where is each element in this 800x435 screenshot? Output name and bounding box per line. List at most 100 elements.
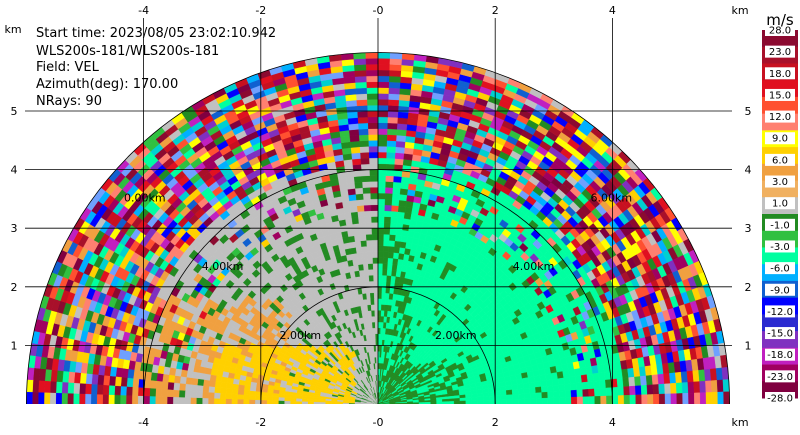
velocity-cell <box>384 216 392 223</box>
velocity-cell <box>272 396 279 401</box>
velocity-cell <box>191 377 199 386</box>
velocity-cell <box>430 401 437 405</box>
velocity-cell <box>347 117 359 125</box>
velocity-cell <box>594 388 601 397</box>
velocity-cell <box>551 378 559 386</box>
velocity-cell <box>377 292 383 299</box>
velocity-cell <box>516 378 524 385</box>
velocity-cell <box>137 395 144 405</box>
velocity-cell <box>351 217 360 225</box>
velocity-cell <box>482 392 490 397</box>
velocity-cell <box>91 373 99 385</box>
velocity-cell <box>49 392 57 405</box>
velocity-cell <box>396 223 404 231</box>
velocity-cell <box>213 398 221 405</box>
velocity-cell <box>390 216 398 224</box>
velocity-cell <box>368 151 379 159</box>
velocity-cell <box>588 396 596 405</box>
velocity-cell <box>658 383 666 395</box>
velocity-cell <box>370 298 375 305</box>
velocity-cell <box>675 371 683 384</box>
velocity-cell <box>143 387 151 397</box>
velocity-cell <box>348 193 357 202</box>
velocity-cell <box>348 129 360 137</box>
velocity-cell <box>635 385 642 396</box>
velocity-cell <box>447 398 455 402</box>
velocity-cell <box>207 397 215 405</box>
velocity-cell <box>385 187 394 194</box>
velocity-cell <box>384 204 393 212</box>
velocity-cell <box>477 400 484 405</box>
velocity-cell <box>179 376 187 385</box>
velocity-cell <box>670 382 677 394</box>
velocity-cell <box>587 381 595 390</box>
velocity-cell <box>385 175 395 183</box>
velocity-cell <box>377 122 389 129</box>
velocity-cell <box>353 175 363 183</box>
velocity-cell <box>586 373 594 383</box>
velocity-cell <box>539 374 547 382</box>
velocity-cell <box>581 381 589 390</box>
velocity-cell <box>358 134 370 142</box>
velocity-cell <box>687 381 695 394</box>
velocity-cell <box>392 193 401 201</box>
velocity-cell <box>394 234 402 242</box>
velocity-cell <box>363 198 372 206</box>
velocity-cell <box>73 382 81 394</box>
velocity-cell <box>388 245 395 253</box>
velocity-cell <box>383 233 391 241</box>
velocity-cell <box>371 233 379 241</box>
velocity-cell <box>541 391 549 399</box>
velocity-cell <box>377 157 387 165</box>
velocity-cell <box>657 373 665 385</box>
velocity-cell <box>370 204 379 211</box>
velocity-cell <box>523 387 531 394</box>
velocity-cell <box>202 379 210 387</box>
velocity-cell <box>377 151 388 159</box>
velocity-cell <box>395 228 403 236</box>
velocity-cell <box>359 146 370 153</box>
velocity-cell <box>363 263 369 271</box>
velocity-cell <box>592 372 600 382</box>
velocity-cell <box>366 87 379 94</box>
velocity-cell <box>381 298 386 305</box>
velocity-cell <box>362 187 371 194</box>
velocity-cell <box>377 134 388 141</box>
velocity-cell <box>372 263 379 270</box>
velocity-cell <box>243 394 250 400</box>
velocity-cell <box>388 87 401 95</box>
velocity-cell <box>369 286 375 294</box>
velocity-cell <box>396 217 405 225</box>
velocity-cell <box>575 382 583 391</box>
velocity-cell <box>364 275 370 282</box>
velocity-cell <box>453 400 461 405</box>
velocity-cell <box>120 385 127 396</box>
velocity-cell <box>190 397 197 405</box>
velocity-cell <box>358 216 366 224</box>
velocity-cell <box>385 169 395 177</box>
velocity-cell <box>346 105 358 113</box>
velocity-cell <box>361 175 371 183</box>
velocity-cell <box>114 385 121 396</box>
velocity-cell <box>394 240 402 248</box>
velocity-cell <box>382 251 389 259</box>
velocity-cell <box>284 400 291 405</box>
velocity-cell <box>374 304 379 311</box>
velocity-cell <box>351 252 358 260</box>
velocity-cell <box>693 381 701 394</box>
velocity-cell <box>372 251 379 258</box>
velocity-cell <box>370 186 379 194</box>
velocity-cell <box>90 383 98 395</box>
velocity-cell <box>369 163 379 170</box>
velocity-cell <box>155 380 163 390</box>
velocity-cell <box>397 117 409 125</box>
velocity-cell <box>196 384 204 392</box>
velocity-cell <box>386 151 396 159</box>
velocity-cell <box>67 392 74 405</box>
velocity-cell <box>377 210 385 217</box>
velocity-cell <box>377 280 383 288</box>
velocity-cell <box>373 292 379 299</box>
velocity-cell <box>272 400 279 405</box>
velocity-cell <box>395 402 402 405</box>
velocity-cell <box>424 401 431 405</box>
